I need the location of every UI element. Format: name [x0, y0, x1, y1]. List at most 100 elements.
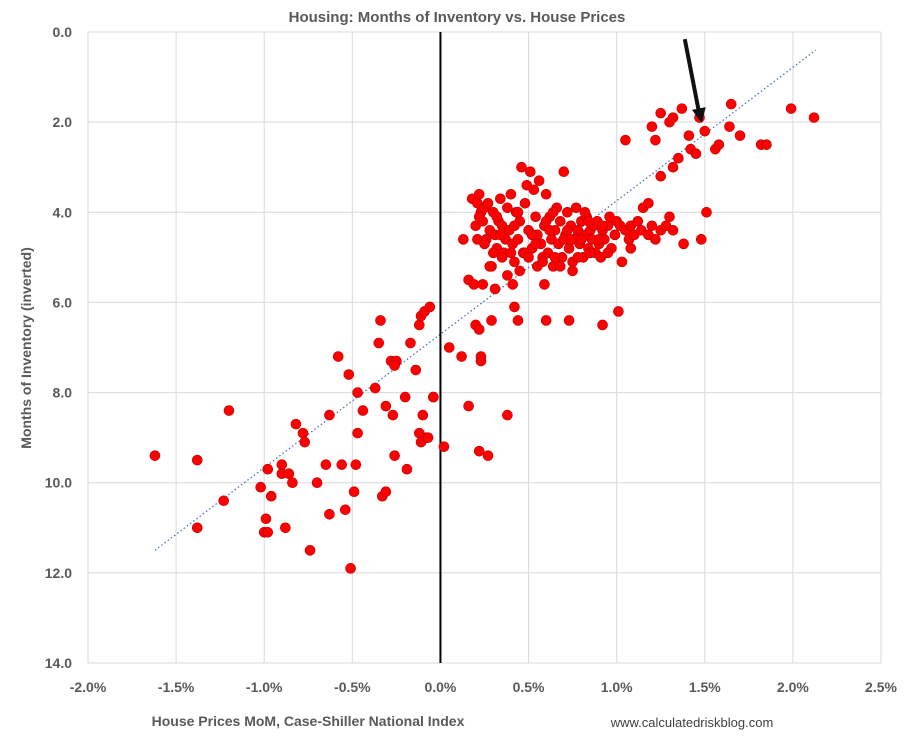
- data-point: [572, 252, 584, 263]
- x-tick-labels: -2.0% -1.5% -1.0% -0.5% 0.0% 0.5% 1.0% 1.5% 2.0%…: [70, 679, 898, 695]
- data-point: [320, 459, 332, 470]
- data-point: [262, 463, 274, 475]
- data-point: [456, 351, 467, 362]
- chart-title: Housing: Months of Inventory vs. House P…: [289, 9, 626, 26]
- data-point: [502, 270, 513, 281]
- data-point: [495, 229, 506, 241]
- source-label: www.calculatedriskblog.com: [610, 715, 774, 730]
- data-point: [473, 324, 485, 335]
- data-point: [332, 351, 344, 362]
- data-point: [443, 342, 455, 353]
- data-point: [616, 256, 628, 268]
- data-point: [496, 252, 508, 263]
- data-point: [509, 220, 520, 232]
- data-point: [620, 134, 631, 146]
- data-point: [343, 369, 355, 380]
- data-point: [597, 319, 608, 331]
- data-point: [482, 450, 494, 461]
- data-point: [725, 98, 737, 110]
- data-point: [678, 238, 689, 250]
- data-point: [544, 225, 556, 236]
- data-point: [438, 441, 450, 452]
- data-point: [352, 387, 363, 398]
- data-point: [297, 427, 309, 439]
- x-tick-label: 0.5%: [513, 679, 545, 695]
- data-point: [502, 202, 513, 214]
- x-tick-label: 1.5%: [689, 679, 721, 695]
- data-point: [570, 202, 582, 214]
- data-point: [191, 454, 203, 466]
- data-point: [761, 139, 772, 150]
- data-point: [424, 301, 436, 313]
- data-point: [369, 382, 381, 394]
- data-point: [482, 197, 494, 209]
- data-point: [540, 216, 552, 227]
- data-point: [526, 229, 538, 241]
- data-point: [808, 112, 820, 123]
- y-axis-label: Months of Inventory (inverted): [18, 247, 34, 448]
- data-point: [191, 522, 203, 534]
- x-tick-label: -1.5%: [158, 679, 195, 695]
- x-tick-label: 0.0%: [424, 679, 456, 695]
- data-point: [563, 315, 575, 326]
- data-point: [667, 161, 679, 173]
- data-point: [562, 225, 573, 236]
- data-point: [380, 486, 392, 498]
- data-point: [280, 522, 291, 534]
- data-point: [283, 468, 295, 480]
- data-point: [690, 148, 702, 159]
- data-point: [389, 450, 400, 461]
- data-point: [660, 220, 672, 232]
- data-point: [724, 121, 735, 132]
- data-point: [299, 436, 311, 448]
- data-point: [389, 360, 400, 371]
- data-point: [491, 211, 503, 223]
- annotation-arrow: [682, 38, 706, 124]
- data-point: [514, 265, 526, 277]
- data-point: [475, 355, 487, 367]
- data-point: [554, 261, 566, 272]
- data-point: [486, 315, 497, 326]
- data-point: [357, 405, 369, 416]
- data-point: [473, 188, 485, 200]
- data-point: [523, 252, 534, 263]
- x-tick-label: -0.5%: [334, 679, 371, 695]
- y-tick-label: 8.0: [53, 385, 73, 401]
- data-point: [646, 121, 658, 132]
- data-point: [495, 193, 506, 205]
- data-point: [489, 283, 501, 295]
- data-point: [547, 206, 559, 218]
- data-point: [260, 513, 272, 525]
- data-point: [533, 175, 545, 187]
- data-point: [525, 166, 536, 178]
- data-point: [667, 112, 679, 123]
- data-point: [350, 459, 362, 470]
- data-point: [218, 495, 229, 507]
- data-point: [375, 315, 386, 326]
- data-point: [613, 306, 624, 317]
- data-point: [701, 206, 712, 218]
- data-point: [597, 220, 608, 232]
- data-point: [734, 130, 746, 141]
- data-point: [655, 107, 667, 119]
- data-point: [265, 490, 277, 502]
- data-point: [502, 409, 513, 421]
- data-point: [512, 234, 524, 245]
- y-tick-label: 2.0: [53, 114, 73, 130]
- data-point: [516, 161, 527, 173]
- data-point: [604, 211, 615, 223]
- y-tick-label: 0.0: [53, 24, 73, 40]
- data-point: [512, 206, 524, 218]
- data-point: [540, 315, 552, 326]
- data-point: [579, 206, 591, 218]
- data-point: [324, 409, 335, 421]
- data-point: [664, 211, 675, 223]
- scatter-points: [149, 98, 820, 574]
- y-tick-label: 4.0: [53, 204, 73, 220]
- data-point: [507, 279, 518, 290]
- data-point: [422, 432, 434, 443]
- x-tick-label: 2.5%: [865, 679, 897, 695]
- data-point: [477, 279, 489, 290]
- data-point: [304, 545, 316, 556]
